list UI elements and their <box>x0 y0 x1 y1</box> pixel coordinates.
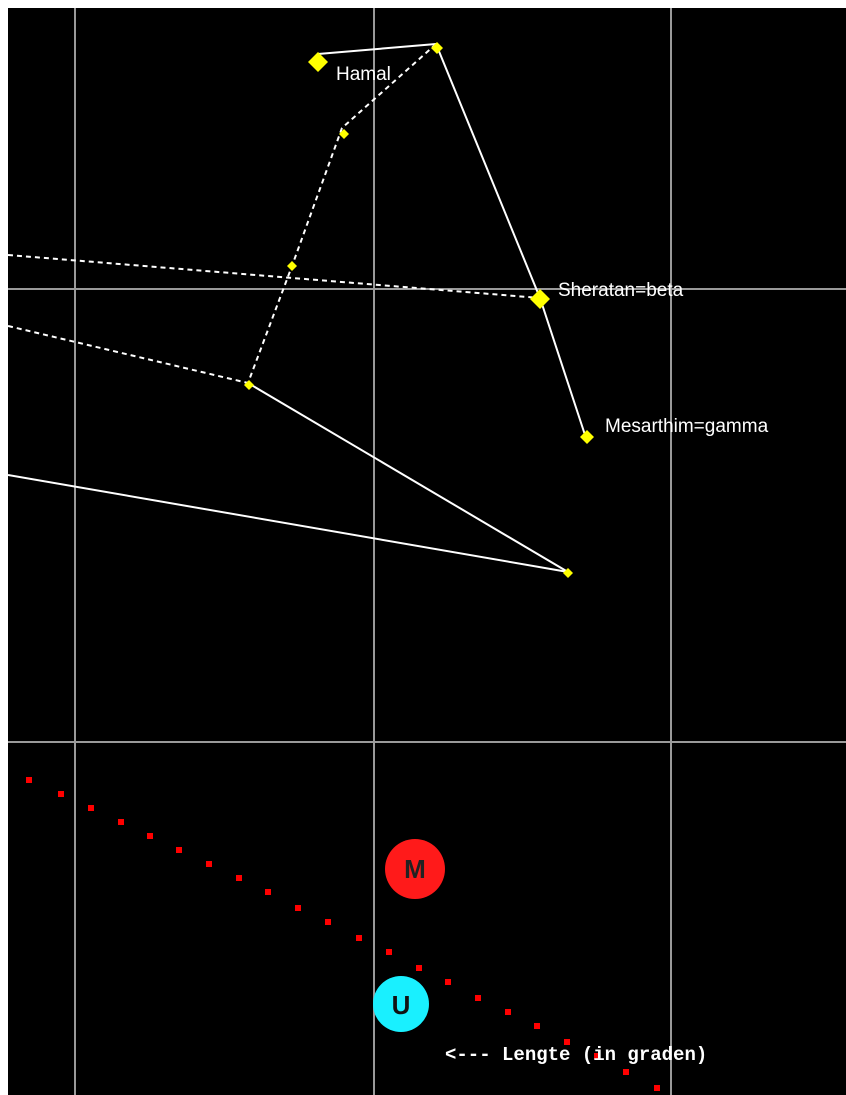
ecliptic-dot <box>475 995 481 1001</box>
stars <box>244 42 594 578</box>
ecliptic-dot <box>356 935 362 941</box>
ecliptic-dot <box>416 965 422 971</box>
star-mesarthim <box>580 430 594 444</box>
ecliptic-dot <box>325 919 331 925</box>
ecliptic-dot <box>206 861 212 867</box>
ecliptic-dot <box>654 1085 660 1091</box>
constellation-line-dashed <box>247 43 437 384</box>
ecliptic-dot <box>445 979 451 985</box>
ecliptic-dot <box>505 1009 511 1015</box>
constellation-line <box>435 43 587 439</box>
ecliptic-dot <box>236 875 242 881</box>
planet-mars-disc <box>385 839 445 899</box>
constellation-line <box>317 43 437 55</box>
star-sheratan <box>530 289 550 309</box>
ecliptic-dot <box>88 805 94 811</box>
ecliptic-dot <box>26 777 32 783</box>
ecliptic-dot <box>176 847 182 853</box>
constellation-line-dashed <box>8 325 249 384</box>
constellation-lines-dashed <box>8 43 541 384</box>
ecliptic-dot <box>623 1069 629 1075</box>
planet-mars-letter: M <box>404 854 426 884</box>
ecliptic-dot <box>295 905 301 911</box>
sky-chart-svg: Hamal Sheratan=beta Mesarthim=gamma <box>8 8 846 1095</box>
ecliptic-dot <box>265 889 271 895</box>
planet-mars: M <box>385 839 445 899</box>
constellation-lines-solid <box>8 43 587 573</box>
constellation-line <box>247 382 569 573</box>
ecliptic-label: <--- Lengte (in graden) <box>445 1044 707 1066</box>
star <box>339 129 349 139</box>
planet-uranus-disc <box>373 976 429 1032</box>
sky-chart: Hamal Sheratan=beta Mesarthim=gamma <box>8 8 846 1095</box>
ecliptic-dot <box>147 833 153 839</box>
star <box>244 380 254 390</box>
star <box>563 568 573 578</box>
planet-uranus: U <box>373 976 429 1032</box>
planet-uranus-letter: U <box>392 990 411 1020</box>
star <box>287 261 297 271</box>
star <box>431 42 443 54</box>
constellation-line-dashed <box>8 254 541 299</box>
ecliptic-dot <box>386 949 392 955</box>
ecliptic-dot <box>534 1023 540 1029</box>
label-sheratan: Sheratan=beta <box>558 280 684 301</box>
label-hamal: Hamal <box>336 64 391 85</box>
ecliptic-dot <box>58 791 64 797</box>
label-mesarthim: Mesarthim=gamma <box>605 416 769 437</box>
ecliptic-path <box>26 777 660 1091</box>
grid-lines <box>8 8 846 1095</box>
star-hamal <box>308 52 328 72</box>
ecliptic-dot <box>118 819 124 825</box>
ecliptic-dot <box>594 1053 600 1059</box>
constellation-line <box>8 474 569 573</box>
ecliptic-dot <box>564 1039 570 1045</box>
